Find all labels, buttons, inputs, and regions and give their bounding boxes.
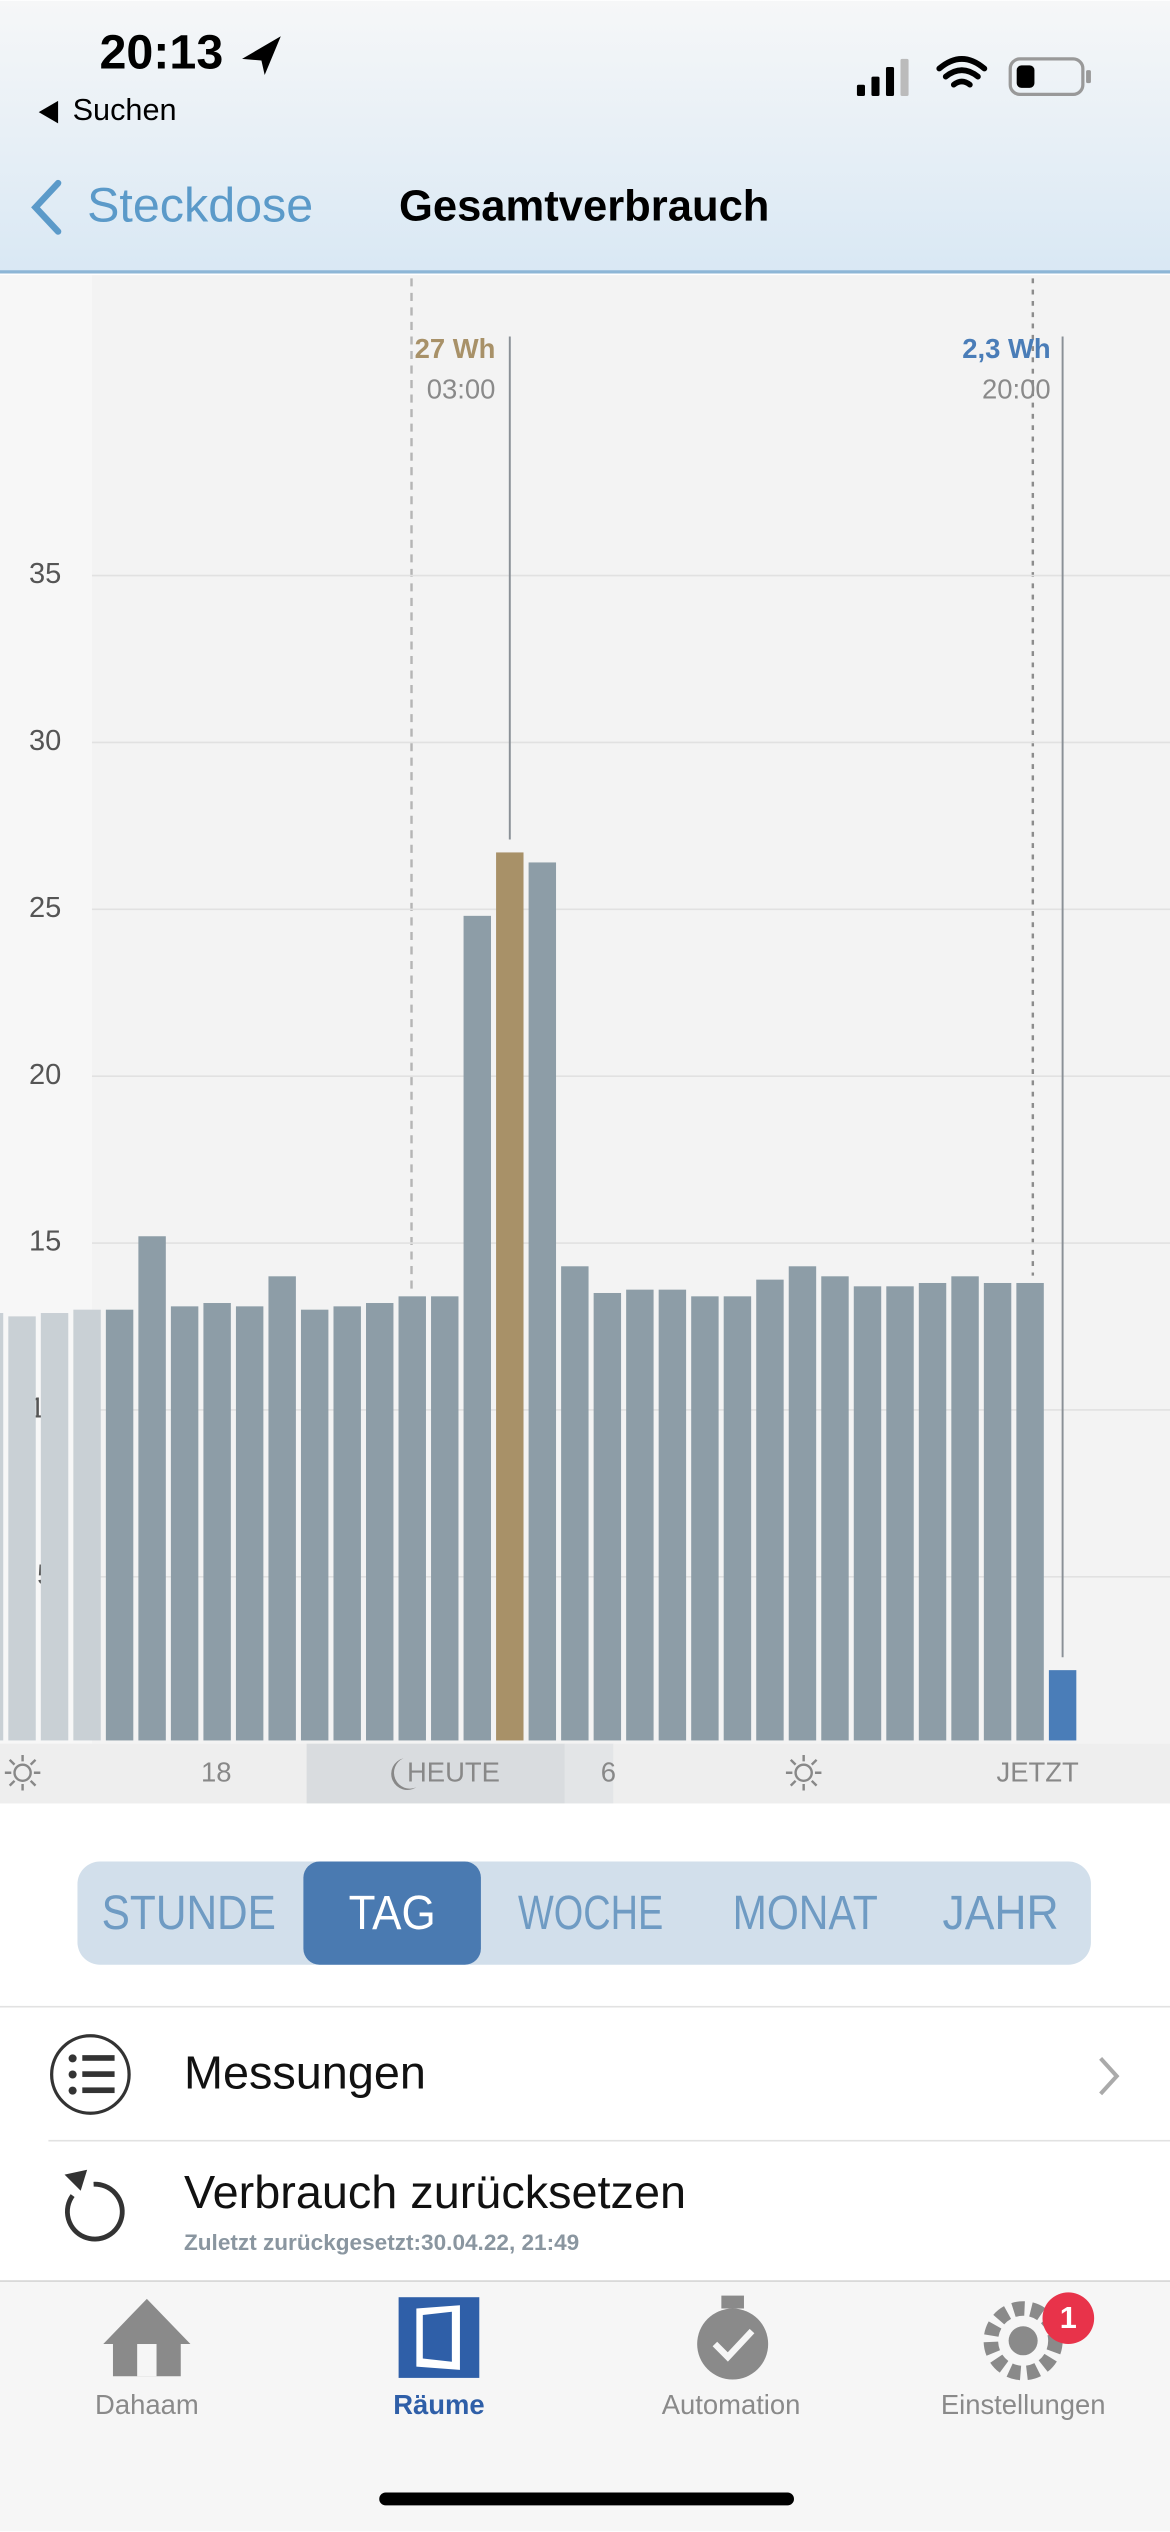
automation-top — [721, 2295, 744, 2309]
bar — [918, 1282, 947, 1741]
signal-icon — [856, 58, 909, 96]
period-selected — [303, 1861, 481, 1965]
tab-label[interactable]: Automation — [662, 2389, 801, 2420]
settings-icon[interactable] — [983, 2301, 1063, 2381]
list-icon-lines — [68, 2054, 115, 2095]
bar — [593, 1292, 622, 1741]
home-icon[interactable] — [103, 2298, 191, 2377]
bar — [366, 1303, 394, 1741]
bar — [626, 1289, 654, 1741]
automation-icon[interactable] — [697, 2308, 769, 2380]
measurements[interactable]: Messungen — [184, 2046, 426, 2098]
bar — [821, 1276, 849, 1741]
period-option[interactable]: WOCHE — [518, 1886, 663, 1940]
tab-label[interactable]: Einstellungen — [941, 2389, 1106, 2420]
chevron[interactable] — [1099, 2057, 1120, 2096]
tab-bar — [0, 2281, 1170, 2532]
y-tick-label: 20 — [29, 1059, 61, 1091]
bar — [658, 1289, 687, 1741]
sun-icon — [4, 1754, 822, 1791]
bar — [723, 1296, 752, 1741]
bar — [73, 1309, 101, 1741]
bar — [951, 1276, 979, 1741]
bar — [463, 915, 491, 1741]
bar — [853, 1286, 882, 1741]
bar — [756, 1279, 784, 1741]
location-icon — [242, 36, 281, 76]
home-door — [137, 2344, 157, 2377]
bar — [528, 862, 557, 1741]
x-tick-label: 6 — [601, 1757, 616, 1788]
header-bg — [0, 0, 1170, 272]
bar — [496, 852, 524, 1741]
bar — [886, 1286, 914, 1741]
tab-label[interactable]: Räume — [393, 2389, 484, 2420]
y-tick-label: 30 — [29, 725, 61, 757]
bar — [0, 1313, 4, 1741]
bar — [431, 1296, 459, 1741]
bar — [561, 1266, 589, 1741]
battery-icon — [1008, 57, 1091, 96]
bar — [105, 1309, 134, 1741]
today-band-end — [564, 1743, 614, 1804]
y-tick-label: 15 — [29, 1226, 61, 1258]
today-band — [306, 1743, 565, 1804]
nav-title: Gesamtverbrauch — [399, 182, 769, 230]
bar — [268, 1276, 296, 1741]
bar — [1016, 1282, 1044, 1741]
nav-back-chevron[interactable] — [31, 179, 62, 235]
list-icon — [50, 2034, 131, 2115]
bar — [203, 1303, 231, 1741]
bar — [333, 1306, 361, 1741]
reset-arrow — [64, 2169, 88, 2191]
annotation-value: 2,3 Wh — [962, 333, 1050, 364]
bar — [8, 1316, 36, 1741]
bar — [691, 1296, 719, 1741]
rooms-door-inner — [422, 2311, 452, 2362]
automation-check — [712, 2328, 755, 2362]
nav-back[interactable]: Steckdose — [87, 179, 313, 233]
bar — [1048, 1670, 1077, 1741]
bar — [235, 1306, 264, 1741]
bar — [398, 1296, 426, 1741]
x-tick-label: HEUTE — [407, 1757, 500, 1788]
home-indicator — [379, 2492, 794, 2506]
y-tick-label: 35 — [29, 558, 61, 590]
period-option[interactable]: STUNDE — [102, 1886, 276, 1940]
wifi-icon — [936, 56, 988, 88]
reset[interactable]: Verbrauch zurücksetzen — [184, 2166, 686, 2218]
annotation-time: 20:00 — [982, 374, 1051, 405]
bar — [40, 1313, 69, 1741]
bar — [788, 1266, 817, 1741]
bar — [170, 1306, 199, 1741]
annotation-value: 27 Wh — [415, 333, 496, 364]
period-option[interactable]: JAHR — [942, 1886, 1058, 1940]
back-app-arrow[interactable] — [38, 100, 59, 124]
x-tick-label: 18 — [201, 1757, 232, 1788]
badge-count: 1 — [1060, 2301, 1077, 2335]
tab-label[interactable]: Dahaam — [95, 2389, 199, 2420]
settings-hub — [1008, 2326, 1038, 2356]
status-time: 20:13 — [99, 25, 223, 79]
back-app[interactable]: Suchen — [73, 93, 177, 127]
bar — [138, 1236, 166, 1741]
bar — [983, 1282, 1012, 1741]
bar — [300, 1309, 329, 1741]
reset-note: Zuletzt zurückgesetzt:30.04.22, 21:49 — [184, 2230, 579, 2255]
reset-icon — [64, 2181, 125, 2242]
badge — [1042, 2292, 1095, 2345]
annotation-time: 03:00 — [427, 374, 496, 405]
period-option[interactable]: MONAT — [733, 1886, 878, 1940]
y-tick-label: 25 — [29, 892, 61, 924]
period-option[interactable]: TAG — [349, 1886, 436, 1940]
x-tick-label: JETZT — [997, 1757, 1080, 1788]
